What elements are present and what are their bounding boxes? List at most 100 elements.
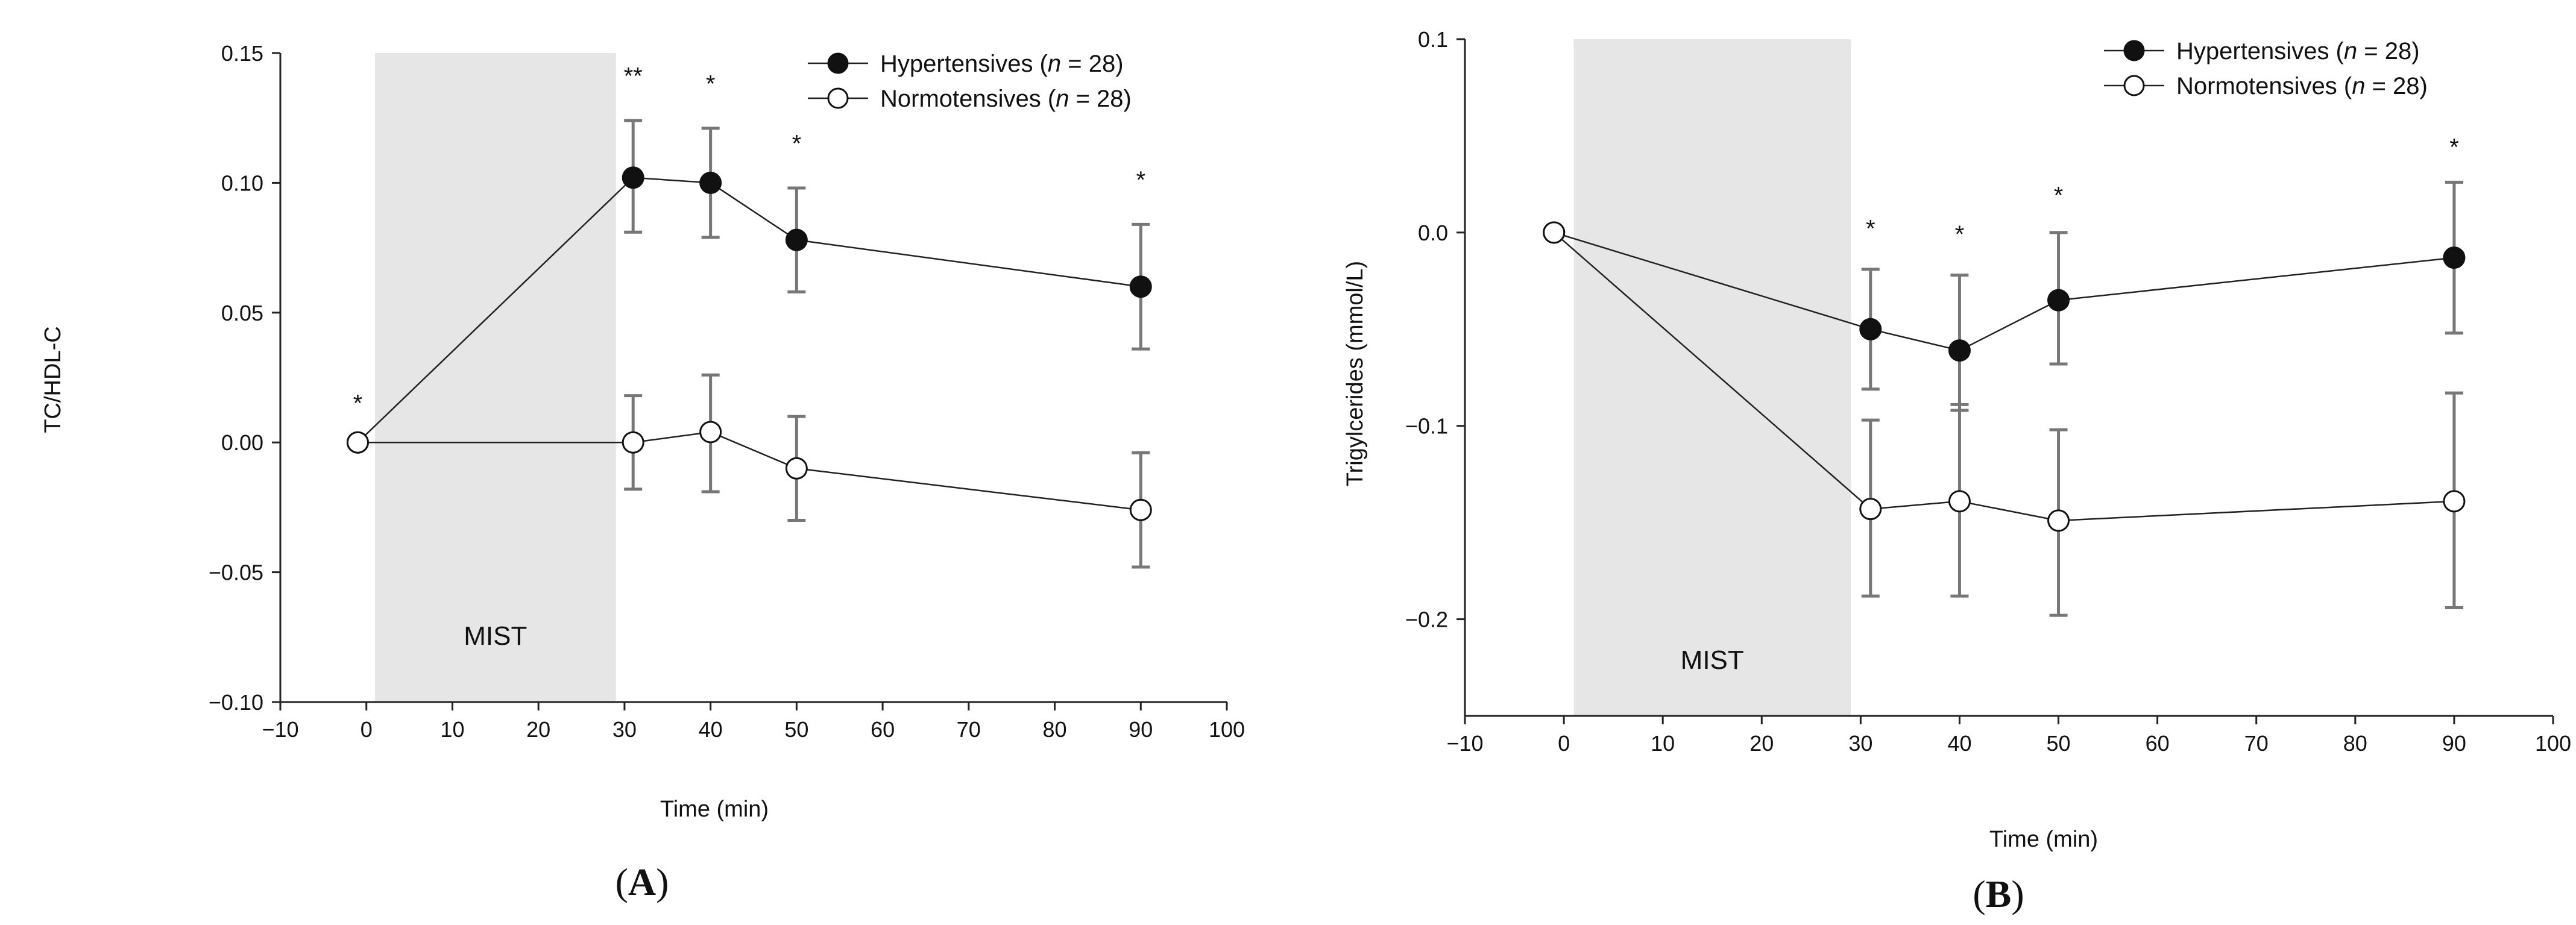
panel-a-plot-layer: MIST −10 0 10 20 30 40 50 60 70 80 90 100 −0.10 −0.05 0… — [209, 41, 1245, 742]
panel-b-y-axis-label: Trigylcerides (mmol/L) — [1343, 261, 1368, 486]
panel-a-significance-marker: * — [1136, 167, 1145, 193]
panel-b-y-tick-label: −0.2 — [1405, 607, 1448, 632]
panel-a-y-tick-label: 0.10 — [221, 171, 263, 195]
panel-a-normotensives-data-point — [785, 457, 808, 480]
panel-a-significance-marker: * — [353, 390, 363, 417]
panel-a-x-tick-label: 0 — [361, 717, 373, 742]
panel-b-x-tick-label: 60 — [2146, 731, 2170, 756]
panel-b-plot-layer: MIST −10 0 10 20 30 40 50 60 70 80 90 100 −0.2 −0.1 0.0… — [1405, 27, 2571, 756]
panel-a-legend: Hypertensives (n = 28) Normotensives (n … — [808, 51, 1132, 112]
legend-n-symbol: n — [2352, 73, 2365, 99]
panel-a-x-tick-label: −10 — [262, 717, 298, 742]
panel-b-x-tick-label: −10 — [1446, 731, 1483, 756]
panel-a-x-tick-label: 90 — [1129, 717, 1153, 742]
filled-circle-marker-icon — [2123, 40, 2145, 61]
panel-a-y-tick-label: 0.05 — [221, 301, 263, 325]
panel-b-hypertensives-data-point — [2443, 246, 2466, 269]
panel-a-y-axis-label: TC/HDL-C — [40, 326, 66, 433]
panel-b-x-tick-label: 90 — [2442, 731, 2466, 756]
panel-b-legend-hypertensives-text: Hypertensives (n = 28) — [2176, 38, 2420, 64]
panel-b-legend-item-normotensives: Normotensives (n = 28) — [2104, 73, 2428, 99]
panel-a-label-letter: A — [628, 861, 656, 903]
panel-b-significance-marker: * — [2054, 183, 2064, 209]
legend-series-name: Hypertensives — [2176, 38, 2329, 64]
panel-b-x-tick-label: 40 — [1947, 731, 1971, 756]
panel-a-hypertensives-data-point — [699, 171, 722, 194]
panel-a-x-tick-label: 20 — [526, 717, 550, 742]
panel-a-hypertensives-data-point — [622, 166, 644, 189]
panel-a-normotensives-data-point — [699, 421, 722, 444]
panel-b-legend-normotensives-text: Normotensives (n = 28) — [2176, 73, 2428, 99]
panel-a: MIST −10 0 10 20 30 40 50 60 70 80 90 100 −0.10 −0.05 0… — [40, 41, 1245, 903]
panel-a-hypertensives-data-point — [1129, 275, 1152, 298]
legend-series-name: Normotensives — [2176, 73, 2337, 99]
legend-n-value: = 28) — [2372, 73, 2428, 99]
panel-b-legend-item-hypertensives: Hypertensives (n = 28) — [2104, 38, 2420, 64]
panel-b-y-tick-label: −0.1 — [1405, 414, 1448, 439]
panel-b-legend: Hypertensives (n = 28) Normotensives (n … — [2104, 38, 2428, 99]
panel-a-y-tick-label: 0.15 — [221, 41, 263, 66]
panel-b-x-axis-label: Time (min) — [1989, 827, 2098, 852]
panel-b-x-tick-label: 70 — [2244, 731, 2269, 756]
panel-b-mist-region — [1573, 39, 1851, 716]
panel-a-x-axis-label: Time (min) — [660, 797, 769, 822]
filled-circle-marker-icon — [827, 52, 849, 74]
legend-n-value: = 28) — [2364, 38, 2419, 64]
panel-b-x-tick-label: 50 — [2047, 731, 2071, 756]
panel-a-significance-marker: * — [792, 131, 802, 157]
legend-n-symbol: n — [1048, 51, 1061, 77]
panel-a-mist-region — [375, 53, 616, 702]
panel-a-hypertensives-data-point — [785, 228, 808, 251]
panel-a-x-tick-label: 70 — [957, 717, 981, 742]
open-circle-marker-icon — [2123, 75, 2145, 96]
panel-b-x-tick-label: 80 — [2343, 731, 2367, 756]
panel-b-y-tick-label: 0.0 — [1418, 221, 1448, 245]
panel-b-x-tick-label: 10 — [1651, 731, 1675, 756]
legend-n-symbol: n — [1056, 86, 1069, 112]
panel-a-legend-normotensives-text: Normotensives (n = 28) — [880, 86, 1132, 112]
panel-b-mist-label: MIST — [1681, 645, 1744, 675]
panel-a-x-tick-label: 30 — [613, 717, 637, 742]
panel-a-x-tick-label: 60 — [871, 717, 895, 742]
panel-b-hypertensives-data-point — [2047, 289, 2070, 312]
panel-a-legend-hypertensives-text: Hypertensives (n = 28) — [880, 51, 1124, 77]
panel-b-normotensives-data-point — [2047, 509, 2070, 532]
panel-a-x-tick-label: 40 — [699, 717, 723, 742]
panel-a-normotensives-data-point — [1129, 498, 1152, 521]
panel-b-x-tick-label: 20 — [1749, 731, 1774, 756]
panel-b-significance-marker: * — [1955, 221, 1965, 248]
legend-series-name: Normotensives — [880, 86, 1041, 112]
panel-b-normotensives-data-point — [1859, 498, 1882, 521]
panel-a-label: (A) — [616, 861, 669, 903]
legend-series-name: Hypertensives — [880, 51, 1033, 77]
panel-b-label-letter: B — [1986, 873, 2012, 915]
panel-a-legend-item-normotensives: Normotensives (n = 28) — [808, 86, 1132, 112]
panel-b-y-tick-label: 0.1 — [1418, 27, 1448, 52]
panel-b-x-tick-label: 30 — [1848, 731, 1872, 756]
panel-b-hypertensives-data-point — [1948, 339, 1971, 362]
panel-a-y-tick-label: 0.00 — [221, 430, 263, 455]
panel-a-normotensives-data-point — [346, 431, 369, 454]
panel-a-significance-marker: ** — [624, 63, 643, 90]
legend-n-symbol: n — [2344, 38, 2357, 64]
panel-a-normotensives-data-point — [622, 431, 644, 454]
legend-n-value: = 28) — [1076, 86, 1132, 112]
panel-b-label: (B) — [1973, 873, 2024, 915]
panel-b-normotensives-data-point — [1543, 221, 1566, 244]
panel-a-x-tick-label: 10 — [440, 717, 464, 742]
panel-a-significance-marker: * — [706, 71, 716, 98]
panel-b-x-tick-label: 0 — [1558, 731, 1570, 756]
panel-a-x-tick-label: 80 — [1043, 717, 1067, 742]
panel-b-significance-marker: * — [2449, 134, 2459, 161]
panel-b-significance-marker: * — [1866, 215, 1875, 242]
panel-b-hypertensives-data-point — [1859, 318, 1882, 340]
panel-b-normotensives-data-point — [2443, 490, 2466, 513]
panel-a-legend-item-hypertensives: Hypertensives (n = 28) — [808, 51, 1124, 77]
panel-b-x-tick-label: 100 — [2535, 731, 2571, 756]
panel-a-x-tick-label: 100 — [1209, 717, 1245, 742]
panel-a-x-tick-label: 50 — [784, 717, 808, 742]
open-circle-marker-icon — [827, 87, 849, 109]
panel-b-normotensives-data-point — [1948, 490, 1971, 513]
panel-a-y-tick-label: −0.10 — [209, 690, 263, 715]
